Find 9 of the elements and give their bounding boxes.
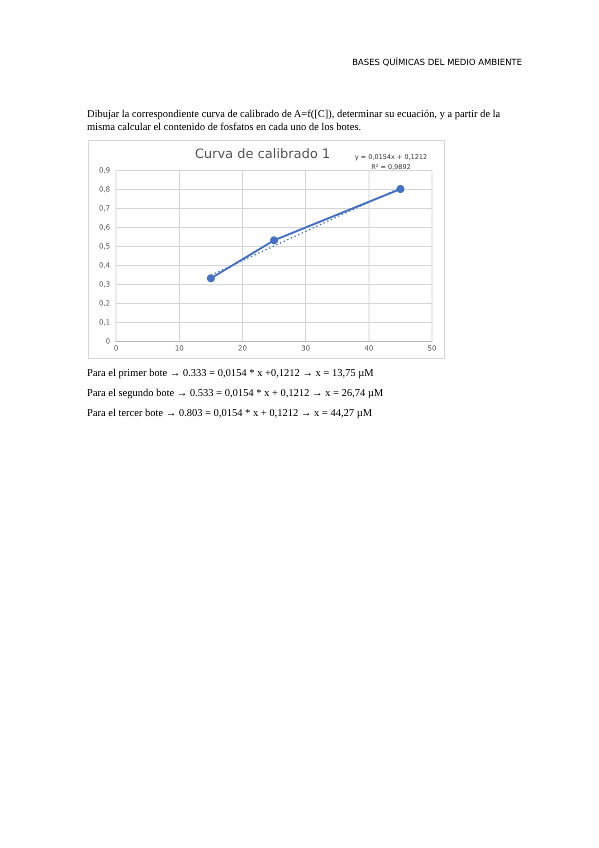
point [270, 236, 278, 244]
text: Para el segundo bote → 0.533 = 0,0154 * x + 0,1212 → x = 26,74 µM [87, 388, 384, 401]
text: BASES QUÍMICAS DEL MEDIO AMBIENTE [351, 58, 522, 68]
point [396, 185, 404, 194]
text: Para el tercer bote → 0.803 = 0,0154 * x + 0,1212 → x = 44,27 µM [87, 408, 374, 421]
point [206, 274, 215, 282]
chart-title: Curva de calibrado 1 [194, 147, 330, 162]
text: Para el primer bote → 0.333 = 0,0154 * x +0,1212 → x = 13,75 µM [87, 368, 375, 381]
text: Dibujar la correspondiente curva de calibrado de A=f([C]), determinar su ecuación, y a partir de la misma calcular el contenido de fosfatos en cada uno de los botes. [87, 108, 502, 134]
